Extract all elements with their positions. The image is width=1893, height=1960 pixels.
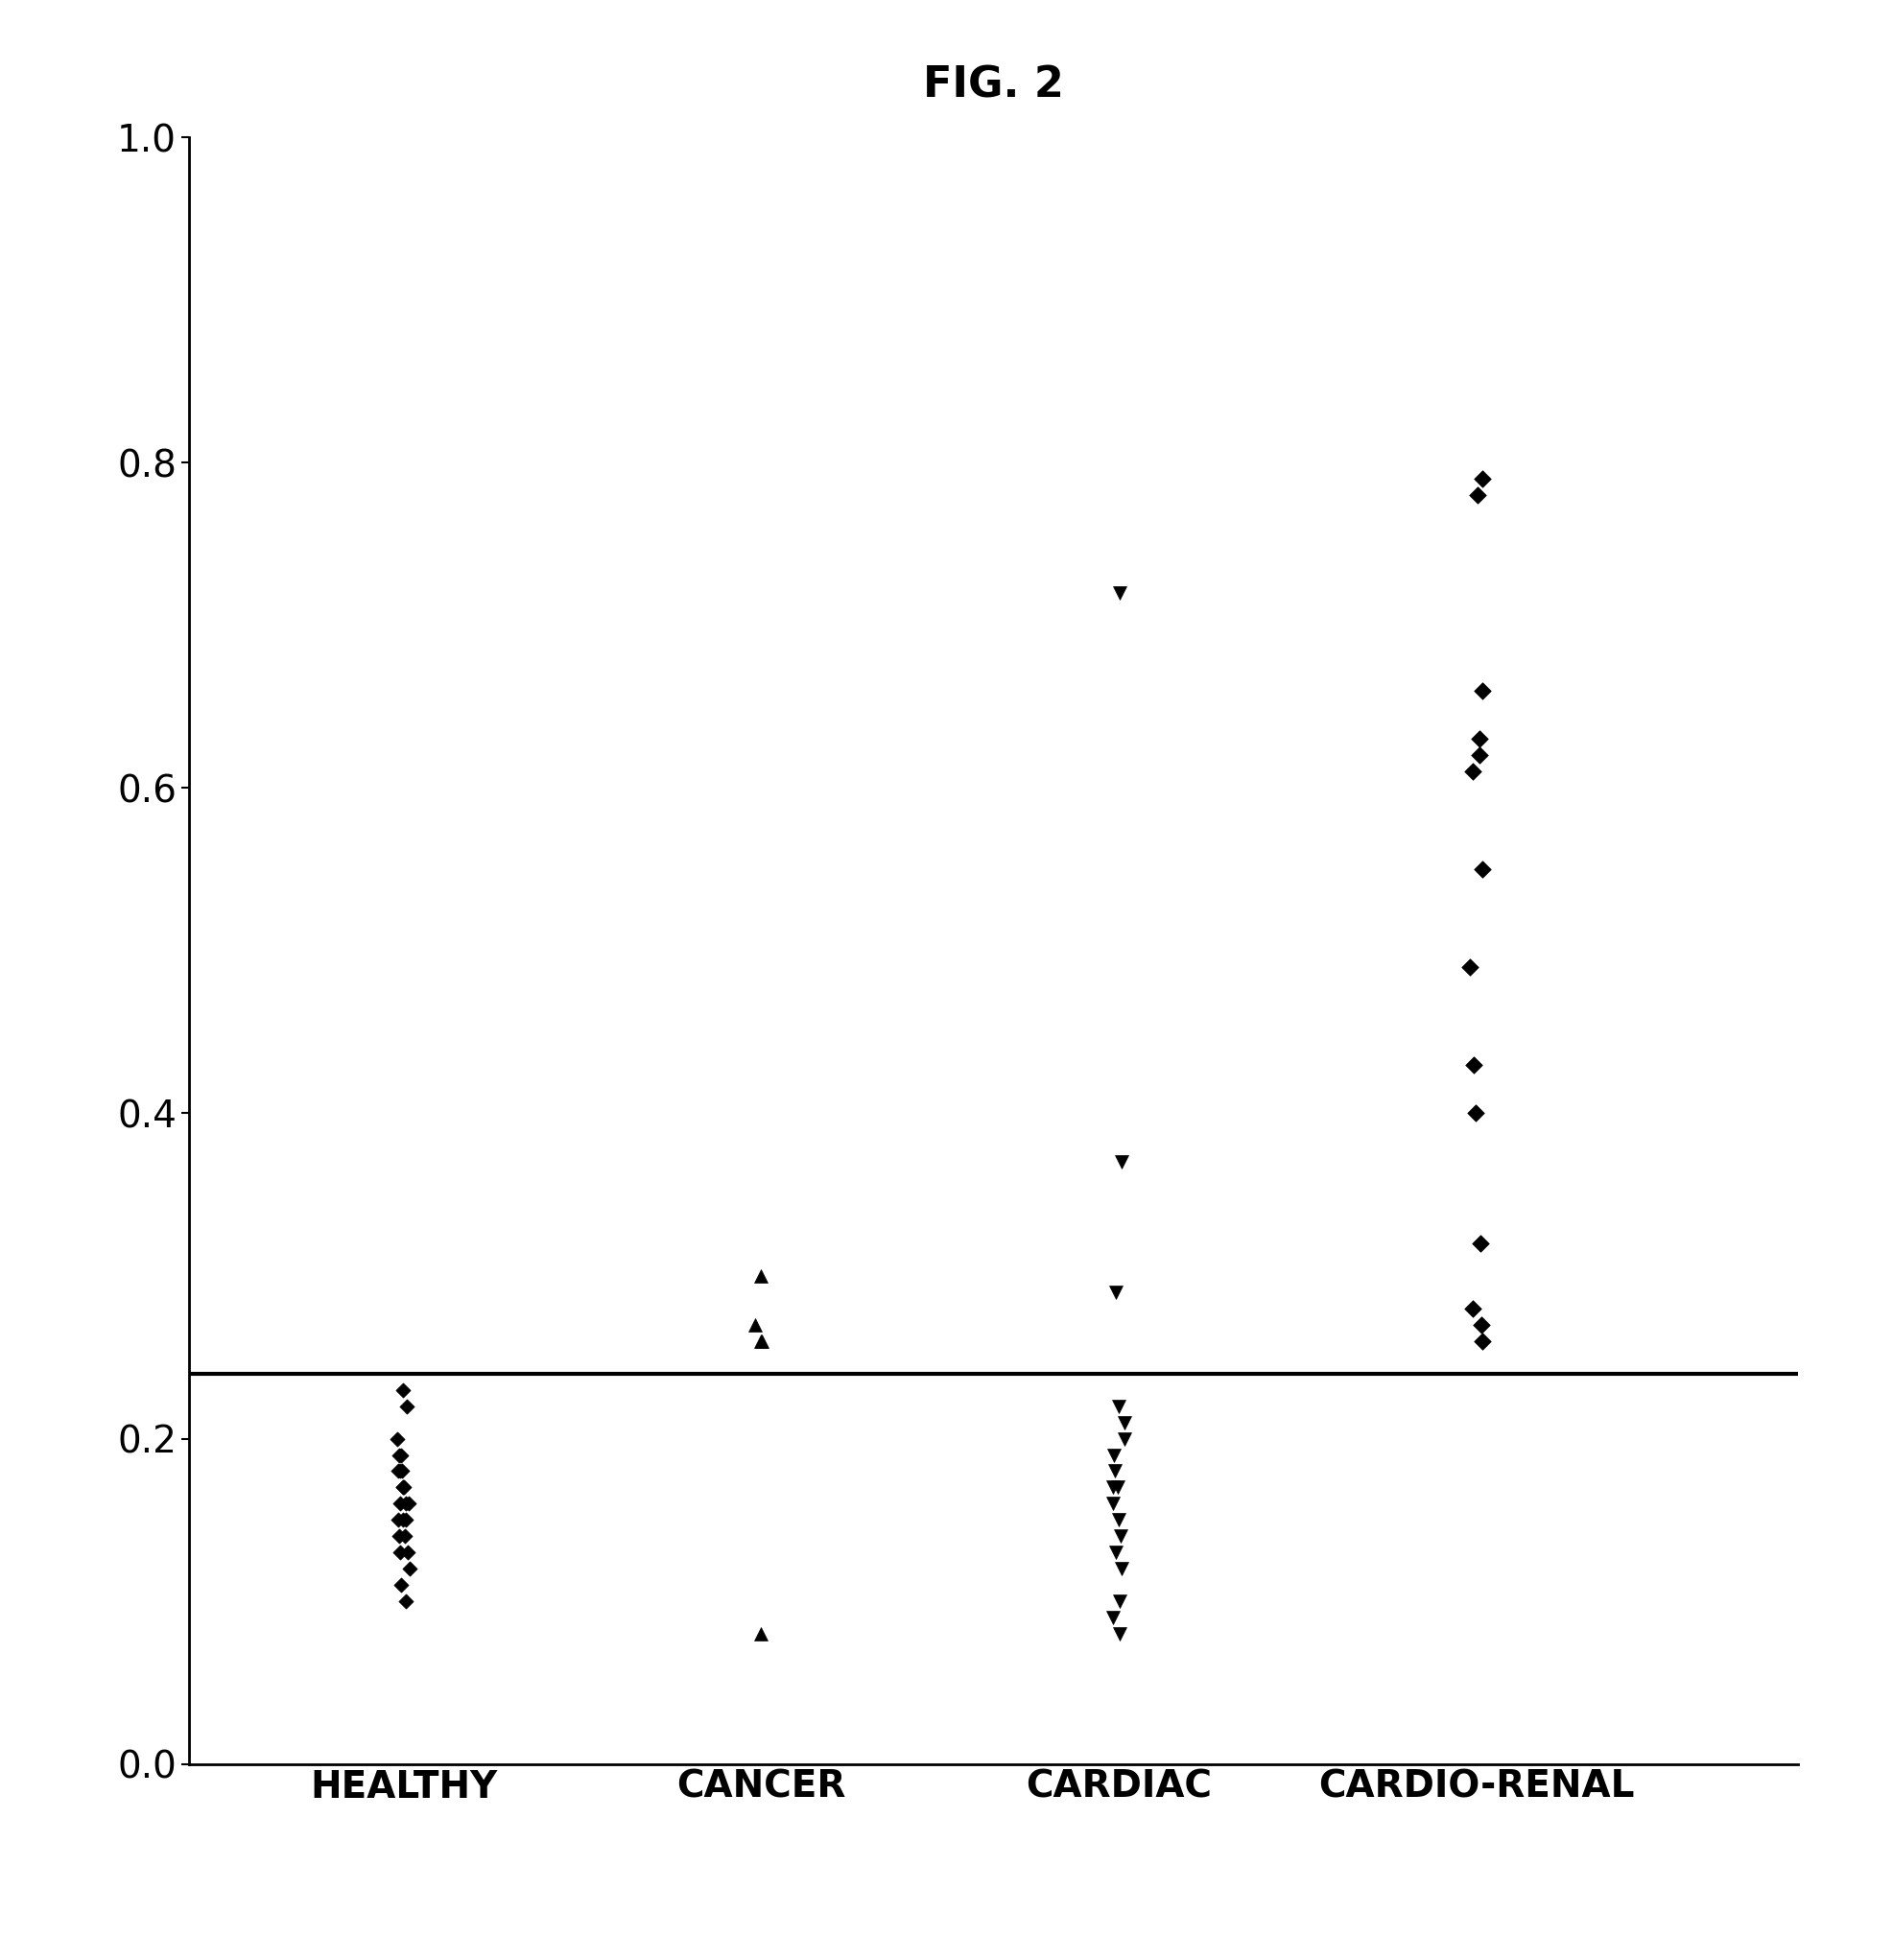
Point bbox=[388, 1472, 418, 1503]
Point bbox=[1098, 1601, 1128, 1633]
Point bbox=[1098, 1472, 1128, 1503]
Point bbox=[386, 1439, 416, 1470]
Point bbox=[384, 1521, 415, 1552]
Point bbox=[382, 1423, 413, 1454]
Point bbox=[382, 1505, 413, 1537]
Point bbox=[1106, 1521, 1136, 1552]
Point bbox=[1106, 1586, 1136, 1617]
Point bbox=[1109, 1407, 1140, 1439]
Point bbox=[388, 1505, 418, 1537]
Point bbox=[388, 1374, 418, 1405]
Point bbox=[390, 1521, 420, 1552]
Point bbox=[1467, 463, 1497, 494]
Point bbox=[392, 1390, 422, 1421]
Point bbox=[746, 1619, 776, 1650]
Point bbox=[1106, 1552, 1136, 1584]
Point bbox=[1104, 1505, 1134, 1537]
Point bbox=[384, 1439, 415, 1470]
Point bbox=[1463, 723, 1494, 755]
Point bbox=[384, 1456, 415, 1488]
Point bbox=[390, 1505, 420, 1537]
Point bbox=[1104, 1472, 1134, 1503]
Point bbox=[1456, 951, 1486, 982]
Point bbox=[1100, 1456, 1130, 1488]
Point bbox=[748, 1325, 778, 1356]
Point bbox=[1106, 1619, 1136, 1650]
Point bbox=[1109, 1423, 1140, 1454]
Point bbox=[1465, 1309, 1495, 1341]
Point bbox=[384, 1537, 415, 1568]
Point bbox=[394, 1488, 424, 1519]
Point bbox=[1104, 576, 1134, 608]
Point bbox=[1107, 1147, 1138, 1178]
Point bbox=[1461, 1098, 1492, 1129]
Point bbox=[1461, 480, 1492, 512]
Point bbox=[1467, 853, 1497, 884]
Point bbox=[740, 1309, 770, 1341]
Point bbox=[384, 1456, 415, 1488]
Point bbox=[1463, 739, 1494, 770]
Point bbox=[392, 1586, 422, 1617]
Point bbox=[1458, 1049, 1488, 1080]
Point bbox=[746, 1325, 776, 1356]
Point bbox=[1100, 1439, 1130, 1470]
Point bbox=[388, 1472, 418, 1503]
Point bbox=[392, 1488, 422, 1519]
Point bbox=[384, 1488, 415, 1519]
Point bbox=[1098, 1488, 1128, 1519]
Point bbox=[1104, 1390, 1134, 1421]
Point bbox=[1465, 1227, 1495, 1258]
Point bbox=[1467, 1325, 1497, 1356]
Point bbox=[1458, 1294, 1488, 1325]
Point bbox=[386, 1456, 416, 1488]
Point bbox=[1458, 757, 1488, 788]
Point bbox=[1102, 1537, 1132, 1568]
Point bbox=[390, 1472, 420, 1503]
Point bbox=[392, 1537, 422, 1568]
Point bbox=[1467, 674, 1497, 706]
Point bbox=[746, 1260, 776, 1292]
Point bbox=[396, 1552, 426, 1584]
Point bbox=[1102, 1276, 1132, 1307]
Point bbox=[386, 1570, 416, 1601]
Title: FIG. 2: FIG. 2 bbox=[924, 65, 1064, 106]
